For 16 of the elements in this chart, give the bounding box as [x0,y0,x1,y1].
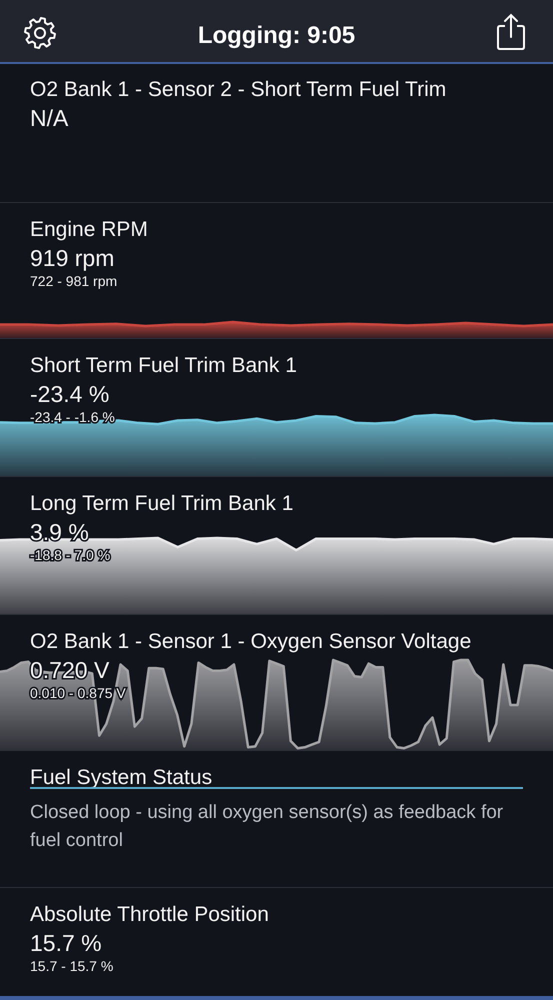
text: Fuel System Status [30,766,212,789]
chart-title: O2 Bank 1 - Sensor 1 - Oxygen Sensor Voltage [30,630,472,653]
chart-title: Engine RPM [30,218,148,241]
text: 722 - 981 rpm [30,273,118,289]
chart-subtitle: 3.9 % [30,519,89,545]
text: Closed loop - using all oxygen sensor(s) as feedback for fuel control [30,802,504,851]
text: 15.7 - 15.7 % [30,958,114,974]
chart-subtitle: 919 rpm [30,245,114,271]
text: N/A [30,105,69,131]
chart-title: Short Term Fuel Trim Bank 1 [30,354,297,377]
text: Logging: 9:05 [198,22,356,49]
chart-title: Long Term Fuel Trim Bank 1 [30,492,294,515]
text: 15.7 % [30,930,102,956]
text: Absolute Throttle Position [30,903,269,926]
text: O2 Bank 1 - Sensor 2 - Short Term Fuel Trim [30,78,446,101]
chart-subtitle: -23.4 % [30,381,110,407]
